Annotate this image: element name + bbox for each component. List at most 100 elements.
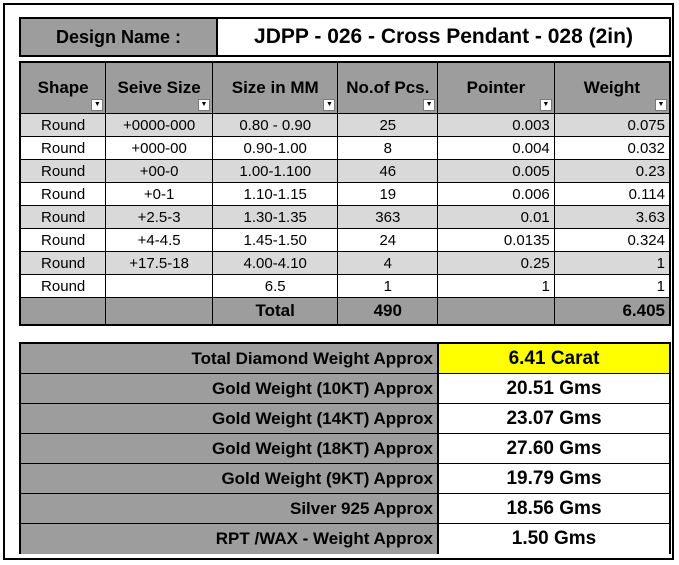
col-label: Pointer [466,78,526,97]
summary-label: Gold Weight (9KT) Approx [21,464,439,493]
table-row: Round +2.5-3 1.30-1.35 363 0.01 3.63 [19,205,671,229]
filter-dropdown-icon[interactable]: ▼ [197,99,210,111]
summary-row-gold-9kt: Gold Weight (9KT) Approx 19.79 Gms [21,464,669,494]
cell-weight: 0.032 [553,136,671,160]
table-row: Round +00-0 1.00-1.100 46 0.005 0.23 [19,159,671,183]
cell-shape: Round [19,182,107,206]
filter-dropdown-icon[interactable]: ▼ [539,99,552,111]
col-label: No.of Pcs. [346,78,430,97]
summary-value: 23.07 Gms [439,404,669,433]
summary-label: RPT /WAX - Weight Approx [21,524,439,554]
cell-seive: +0-1 [105,182,213,206]
cell-weight: 3.63 [553,205,671,229]
col-label: Seive Size [117,78,201,97]
col-label: Size in MM [231,78,319,97]
cell-seive: +0000-000 [105,113,213,137]
cell-pcs: 8 [337,136,439,160]
summary-value: 20.51 Gms [439,374,669,403]
summary-label: Gold Weight (10KT) Approx [21,374,439,403]
design-name-value: JDPP - 026 - Cross Pendant - 028 (2in) [218,19,669,55]
cell-size: 4.00-4.10 [211,251,339,275]
cell-shape: Round [19,159,107,183]
summary-label: Gold Weight (18KT) Approx [21,434,439,463]
cell-seive [105,274,213,298]
cell-weight: 1 [553,251,671,275]
table-row: Round +0000-000 0.80 - 0.90 25 0.003 0.0… [19,113,671,137]
total-blank [437,297,555,326]
summary-label: Silver 925 Approx [21,494,439,523]
cell-shape: Round [19,274,107,298]
cell-weight: 0.324 [553,228,671,252]
cell-size: 1.45-1.50 [211,228,339,252]
table-row: Round +17.5-18 4.00-4.10 4 0.25 1 [19,251,671,275]
cell-size: 1.10-1.15 [211,182,339,206]
cell-pointer: 0.25 [437,251,555,275]
cell-pcs: 363 [337,205,439,229]
cell-seive: +00-0 [105,159,213,183]
summary-value: 19.79 Gms [439,464,669,493]
table-header-row: Shape ▼ Seive Size ▼ Size in MM ▼ No.of Pcs… [19,61,671,114]
total-pcs: 490 [337,297,439,326]
total-blank [105,297,213,326]
filter-dropdown-icon[interactable]: ▼ [323,99,336,111]
total-weight: 6.405 [553,297,671,326]
cell-pointer: 0.005 [437,159,555,183]
cell-shape: Round [19,113,107,137]
cell-weight: 0.23 [553,159,671,183]
col-weight[interactable]: Weight ▼ [553,61,671,114]
cell-pcs: 25 [337,113,439,137]
filter-dropdown-icon[interactable]: ▼ [655,99,667,111]
summary-value: 27.60 Gms [439,434,669,463]
cell-pointer: 0.004 [437,136,555,160]
col-seive-size[interactable]: Seive Size ▼ [105,61,213,114]
col-pointer[interactable]: Pointer ▼ [437,61,555,114]
weight-summary: Total Diamond Weight Approx 6.41 Carat G… [19,342,671,554]
summary-row-wax: RPT /WAX - Weight Approx 1.50 Gms [21,524,669,554]
summary-row-silver: Silver 925 Approx 18.56 Gms [21,494,669,524]
cell-pointer: 0.0135 [437,228,555,252]
cell-seive: +4-4.5 [105,228,213,252]
total-row: Total 490 6.405 [19,297,671,326]
cell-weight: 0.114 [553,182,671,206]
filter-active-icon[interactable]: ▼ [423,99,436,111]
cell-shape: Round [19,205,107,229]
cell-size: 0.90-1.00 [211,136,339,160]
table-row: Round 6.5 1 1 1 [19,274,671,298]
summary-value: 1.50 Gms [439,524,669,554]
summary-label: Total Diamond Weight Approx [21,344,439,373]
summary-row-gold-18kt: Gold Weight (18KT) Approx 27.60 Gms [21,434,669,464]
cell-seive: +000-00 [105,136,213,160]
col-size-mm[interactable]: Size in MM ▼ [211,61,339,114]
col-pcs[interactable]: No.of Pcs. ▼ [337,61,439,114]
cell-pcs: 1 [337,274,439,298]
cell-size: 1.00-1.100 [211,159,339,183]
cell-weight: 1 [553,274,671,298]
col-shape[interactable]: Shape ▼ [19,61,107,114]
cell-pcs: 19 [337,182,439,206]
cell-shape: Round [19,228,107,252]
summary-row-gold-10kt: Gold Weight (10KT) Approx 20.51 Gms [21,374,669,404]
filter-dropdown-icon[interactable]: ▼ [91,99,104,111]
cell-pointer: 0.006 [437,182,555,206]
cell-size: 1.30-1.35 [211,205,339,229]
col-label: Weight [583,78,641,97]
cell-pointer: 1 [437,274,555,298]
cell-size: 0.80 - 0.90 [211,113,339,137]
table-row: Round +000-00 0.90-1.00 8 0.004 0.032 [19,136,671,160]
design-name-label: Design Name : [21,19,218,55]
summary-row-gold-14kt: Gold Weight (14KT) Approx 23.07 Gms [21,404,669,434]
total-blank [19,297,107,326]
stone-table: Shape ▼ Seive Size ▼ Size in MM ▼ No.of Pcs… [19,61,671,326]
col-label: Shape [37,78,89,97]
cell-shape: Round [19,136,107,160]
cell-pcs: 46 [337,159,439,183]
total-label: Total [211,297,339,326]
cell-seive: +17.5-18 [105,251,213,275]
summary-value: 18.56 Gms [439,494,669,523]
design-header: Design Name : JDPP - 026 - Cross Pendant… [19,17,671,57]
cell-shape: Round [19,251,107,275]
table-row: Round +4-4.5 1.45-1.50 24 0.0135 0.324 [19,228,671,252]
summary-row-diamond: Total Diamond Weight Approx 6.41 Carat [21,344,669,374]
cell-pointer: 0.01 [437,205,555,229]
spec-sheet: Design Name : JDPP - 026 - Cross Pendant… [3,3,674,560]
